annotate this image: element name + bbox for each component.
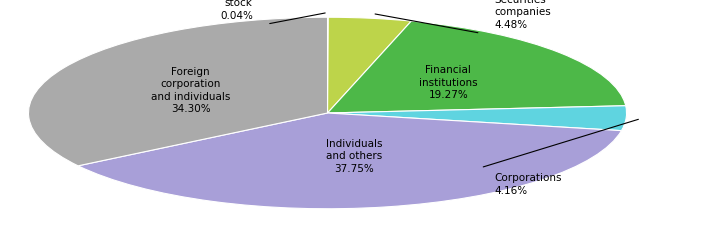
Wedge shape [28, 18, 328, 166]
Text: Corporations
4.16%: Corporations 4.16% [495, 173, 562, 195]
Wedge shape [328, 18, 412, 114]
Wedge shape [328, 106, 627, 131]
Wedge shape [328, 22, 626, 114]
Text: Individuals
and others
37.75%: Individuals and others 37.75% [326, 138, 382, 173]
Text: Treasury
stock
0.04%: Treasury stock 0.04% [209, 0, 253, 20]
Text: Securities
companies
4.48%: Securities companies 4.48% [495, 0, 552, 30]
Text: Financial
institutions
19.27%: Financial institutions 19.27% [419, 65, 478, 100]
Text: Foreign
corporation
and individuals
34.30%: Foreign corporation and individuals 34.3… [151, 67, 230, 114]
Wedge shape [78, 114, 622, 209]
